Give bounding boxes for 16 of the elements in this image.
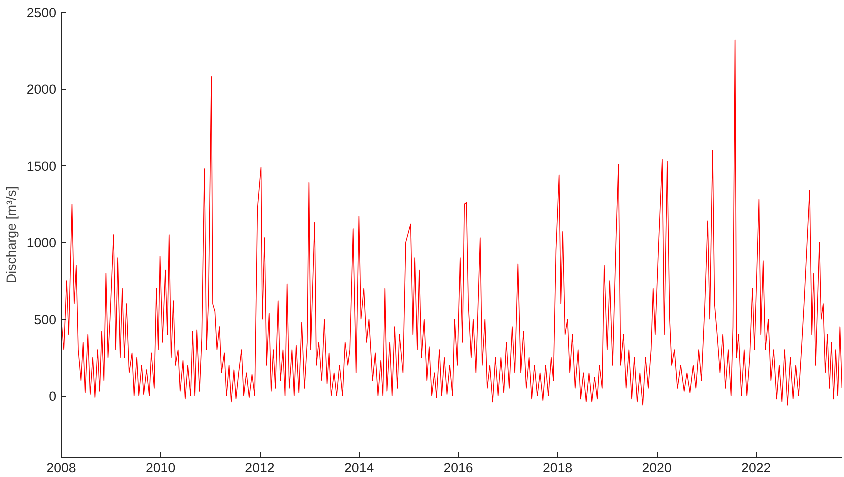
y-tick-label: 2000 <box>26 82 57 98</box>
x-tick-label: 2014 <box>344 460 375 476</box>
x-tick-label: 2022 <box>742 460 772 476</box>
y-axis-title: Discharge [m³/s] <box>4 186 19 284</box>
y-tick-label: 2500 <box>26 6 57 20</box>
x-tick-label: 2016 <box>444 460 474 476</box>
y-tick-label: 1000 <box>26 236 57 251</box>
y-tick-label: 0 <box>49 389 57 404</box>
y-tick-label: 500 <box>34 312 57 328</box>
x-tick-label: 2018 <box>543 460 573 476</box>
line-series <box>62 40 842 406</box>
x-tick-label: 2020 <box>642 460 672 476</box>
x-tick-label: 2012 <box>245 460 275 476</box>
x-tick-label: 2008 <box>46 460 76 476</box>
y-tick-label: 1500 <box>26 158 57 174</box>
x-tick-label: 2010 <box>146 460 176 476</box>
